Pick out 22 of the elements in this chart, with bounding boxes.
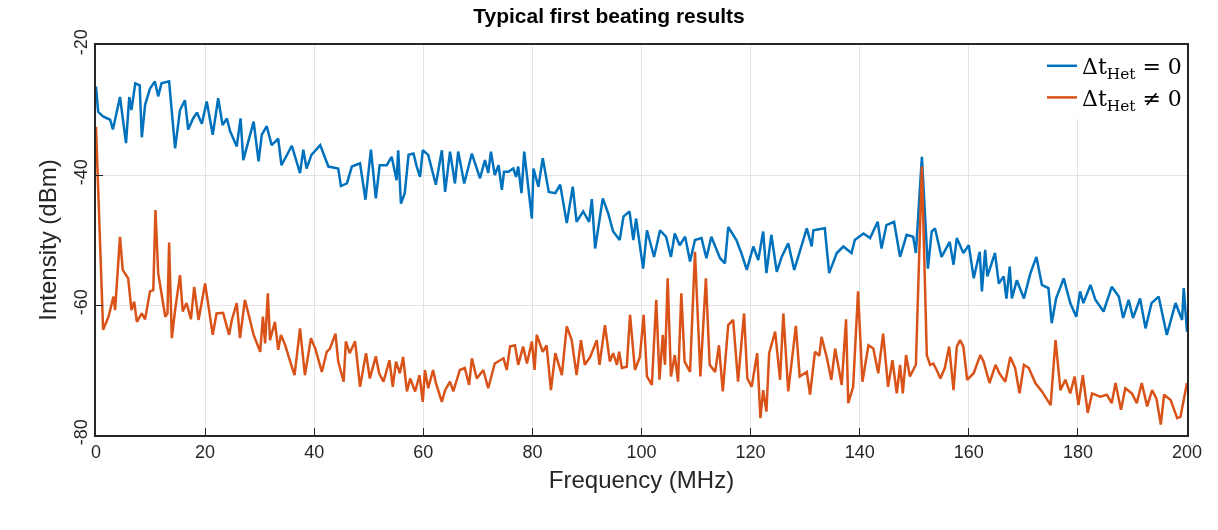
legend-label: Δt$_{Het}$ = 0 [1082,54,1182,83]
chart-title: Typical first beating results [473,3,745,27]
line-series [96,80,1187,337]
y-tick-label: -80 [71,419,92,446]
x-tick-label: 200 [1171,442,1203,463]
x-tick-label: 180 [1062,442,1093,463]
x-tick-label: 0 [90,442,102,463]
y-tick-label: -20 [71,29,92,56]
y-tick-label: -40 [71,159,92,186]
x-tick-label: 140 [844,442,875,463]
y-tick-label: -60 [71,289,92,316]
x-tick-label: 40 [304,442,325,463]
x-tick-label: 120 [735,442,766,463]
y-axis-title: Intensity (dBm) [33,159,61,321]
x-tick-label: 80 [522,442,543,463]
legend-label: Δt$_{Het}$ ≠ 0 [1082,85,1182,115]
x-axis-title: Frequency (MHz) [548,466,735,494]
x-tick-label: 60 [413,442,434,463]
x-tick-label: 100 [626,442,657,463]
x-tick-label: 160 [953,442,984,463]
line-series [96,125,1187,426]
x-tick-label: 20 [195,442,216,463]
